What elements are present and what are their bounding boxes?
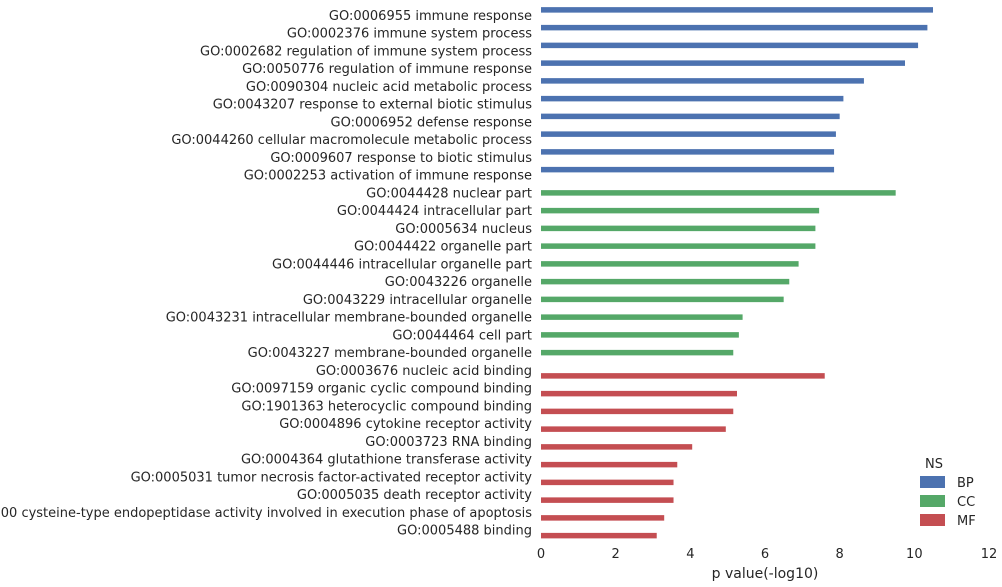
category-label: GO:0005031 tumor necrosis factor-activat…	[131, 470, 533, 485]
legend-swatch-cc	[920, 495, 945, 507]
x-axis-ticks: 0 2 4 6 8 10 12	[537, 547, 997, 562]
category-label: GO:0009607 response to biotic stimulus	[270, 151, 532, 166]
category-label: GO:0003723 RNA binding	[365, 435, 532, 450]
bar-bp-1	[541, 24, 928, 31]
legend-label-cc: CC	[957, 495, 975, 510]
category-label: GO:0090304 nucleic acid metabolic proces…	[246, 80, 532, 95]
category-label: GO:0006955 immune response	[329, 9, 532, 24]
bar-bp-9	[541, 166, 835, 173]
category-label: GO:0044422 organelle part	[354, 240, 532, 255]
bar-mf-7	[541, 497, 674, 503]
category-label: GO:0044424 intracellular part	[337, 204, 532, 219]
bar-mf-2	[541, 408, 734, 415]
category-label: GO:0097200 cysteine-type endopeptidase a…	[0, 506, 532, 521]
x-tick-label: 2	[612, 547, 620, 562]
category-label: GO:0005488 binding	[397, 524, 532, 539]
bar-cc-7	[541, 314, 743, 320]
x-tick-label: 4	[686, 547, 694, 562]
category-label: GO:0002253 activation of immune response	[244, 169, 532, 184]
category-label: GO:0044260 cellular macromolecule metabo…	[171, 133, 532, 148]
bar-cc-6	[541, 296, 784, 303]
x-tick-label: 12	[981, 547, 998, 562]
x-axis-label: p value(-log10)	[712, 566, 819, 582]
legend-label-mf: MF	[957, 514, 976, 529]
category-label: GO:0043227 membrane-bounded organelle	[248, 346, 532, 361]
bar-cc-3	[541, 243, 816, 249]
category-label: GO:0002682 regulation of immune system p…	[200, 44, 532, 59]
category-label: GO:0044464 cell part	[392, 328, 532, 343]
bar-mf-0	[541, 373, 825, 379]
bar-mf-3	[541, 426, 726, 432]
bar-mf-1	[541, 390, 737, 397]
category-label: GO:0097159 organic cyclic compound bindi…	[231, 382, 532, 397]
bar-bp-6	[541, 113, 840, 120]
category-label: GO:0050776 regulation of immune response	[242, 62, 532, 77]
legend-swatch-bp	[920, 476, 945, 488]
bar-mf-9	[541, 532, 657, 539]
category-label: GO:0043231 intracellular membrane-bounde…	[166, 311, 532, 326]
category-label: GO:0006952 defense response	[331, 115, 533, 130]
legend-title: NS	[925, 457, 943, 472]
category-label: GO:0043229 intracellular organelle	[303, 293, 532, 308]
bar-bp-3	[541, 60, 905, 66]
x-tick-label: 8	[836, 547, 844, 562]
category-label: GO:0044446 intracellular organelle part	[272, 257, 532, 272]
bar-group	[541, 7, 933, 539]
bar-mf-5	[541, 461, 678, 468]
bar-cc-2	[541, 225, 816, 232]
bar-bp-5	[541, 95, 844, 102]
category-label: GO:0002376 immune system process	[287, 27, 532, 42]
bar-cc-4	[541, 261, 799, 267]
category-label: GO:0005035 death receptor activity	[297, 488, 532, 503]
legend-label-bp: BP	[957, 476, 974, 491]
bar-mf-6	[541, 479, 674, 486]
legend-items: BP CC MF	[920, 476, 976, 529]
bar-mf-8	[541, 515, 665, 521]
bar-bp-0	[541, 7, 933, 13]
x-tick-label: 0	[537, 547, 545, 562]
bar-bp-7	[541, 131, 836, 137]
bar-cc-9	[541, 349, 734, 356]
category-labels: GO:0006955 immune response GO:0002376 imm…	[0, 9, 532, 539]
bar-bp-8	[541, 149, 835, 155]
category-label: GO:0004364 glutathione transferase activ…	[241, 453, 532, 468]
category-label: GO:0005634 nucleus	[395, 222, 532, 237]
category-label: GO:0004896 cytokine receptor activity	[279, 417, 532, 432]
category-label: GO:1901363 heterocyclic compound binding	[241, 399, 532, 414]
bar-cc-8	[541, 332, 739, 338]
legend: NS BP CC MF	[920, 457, 976, 529]
bar-cc-0	[541, 190, 896, 196]
x-tick-label: 10	[906, 547, 923, 562]
category-label: GO:0043226 organelle	[385, 275, 532, 290]
bar-cc-1	[541, 207, 820, 214]
category-label: GO:0043207 response to external biotic s…	[213, 98, 533, 113]
category-label: GO:0044428 nuclear part	[366, 186, 532, 201]
legend-swatch-mf	[920, 514, 945, 526]
bar-bp-4	[541, 78, 864, 84]
category-label: GO:0003676 nucleic acid binding	[316, 364, 532, 379]
bar-cc-5	[541, 278, 790, 285]
bar-bp-2	[541, 42, 919, 49]
bar-mf-4	[541, 444, 693, 450]
x-tick-label: 6	[761, 547, 769, 562]
